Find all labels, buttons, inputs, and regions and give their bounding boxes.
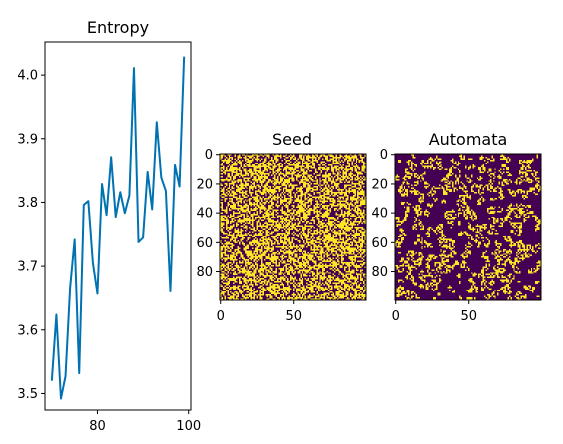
- seed-y-tick-label: 60: [196, 236, 213, 251]
- automata-x-tick-label: 50: [460, 309, 477, 324]
- seed-x-ticks: 0 50: [217, 300, 302, 324]
- entropy-title: Entropy: [87, 18, 149, 37]
- seed-heatmap-image: [220, 154, 366, 300]
- automata-chart: Automata 0 20 40 60 80 0 50: [371, 130, 542, 324]
- automata-y-tick-label: 20: [371, 177, 388, 192]
- entropy-x-tick-label: 80: [89, 419, 106, 434]
- entropy-x-ticks: 80 100: [89, 410, 201, 434]
- entropy-series-line: [50, 56, 186, 400]
- entropy-points: [51, 56, 185, 399]
- entropy-axes-frame: [44, 41, 192, 411]
- automata-x-tick-label: 0: [392, 309, 400, 324]
- automata-y-tick-label: 80: [371, 265, 388, 280]
- seed-axes-frame: [219, 153, 367, 301]
- seed-y-tick-label: 0: [205, 148, 213, 163]
- seed-title: Seed: [272, 130, 312, 149]
- entropy-chart: Entropy 3.5 3.6 3.7 3.8 3.9 4.0 80 100: [17, 18, 201, 434]
- seed-y-ticks: 0 20 40 60 80: [196, 148, 220, 280]
- entropy-x-tick-label: 100: [176, 419, 201, 434]
- seed-y-tick-label: 20: [196, 177, 213, 192]
- entropy-y-tick-label: 4.0: [17, 69, 38, 84]
- automata-heatmap-image: [395, 154, 541, 300]
- automata-y-ticks: 0 20 40 60 80: [371, 148, 395, 280]
- automata-y-tick-label: 60: [371, 236, 388, 251]
- automata-title: Automata: [429, 130, 508, 149]
- entropy-y-tick-label: 3.5: [17, 387, 38, 402]
- automata-axes-frame: [394, 153, 542, 301]
- seed-y-tick-label: 40: [196, 207, 213, 222]
- entropy-y-ticks: 3.5 3.6 3.7 3.8 3.9 4.0: [17, 69, 45, 402]
- entropy-y-tick-label: 3.7: [17, 260, 38, 275]
- seed-x-tick-label: 0: [217, 309, 225, 324]
- entropy-y-tick-label: 3.9: [17, 132, 38, 147]
- seed-x-tick-label: 50: [285, 309, 302, 324]
- seed-y-tick-label: 80: [196, 265, 213, 280]
- seed-chart: Seed 0 20 40 60 80 0 50: [196, 130, 367, 324]
- automata-y-tick-label: 0: [380, 148, 388, 163]
- automata-y-tick-label: 40: [371, 207, 388, 222]
- automata-x-ticks: 0 50: [392, 300, 477, 324]
- entropy-y-tick-label: 3.6: [17, 323, 38, 338]
- entropy-y-tick-label: 3.8: [17, 196, 38, 211]
